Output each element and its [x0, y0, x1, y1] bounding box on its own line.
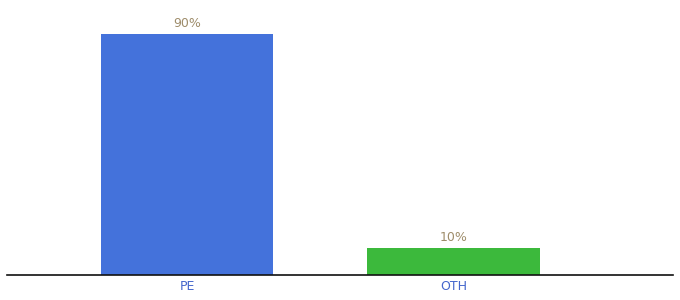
- Bar: [101, 34, 273, 275]
- Text: 10%: 10%: [440, 231, 468, 244]
- Text: 90%: 90%: [173, 17, 201, 30]
- Bar: [367, 248, 540, 275]
